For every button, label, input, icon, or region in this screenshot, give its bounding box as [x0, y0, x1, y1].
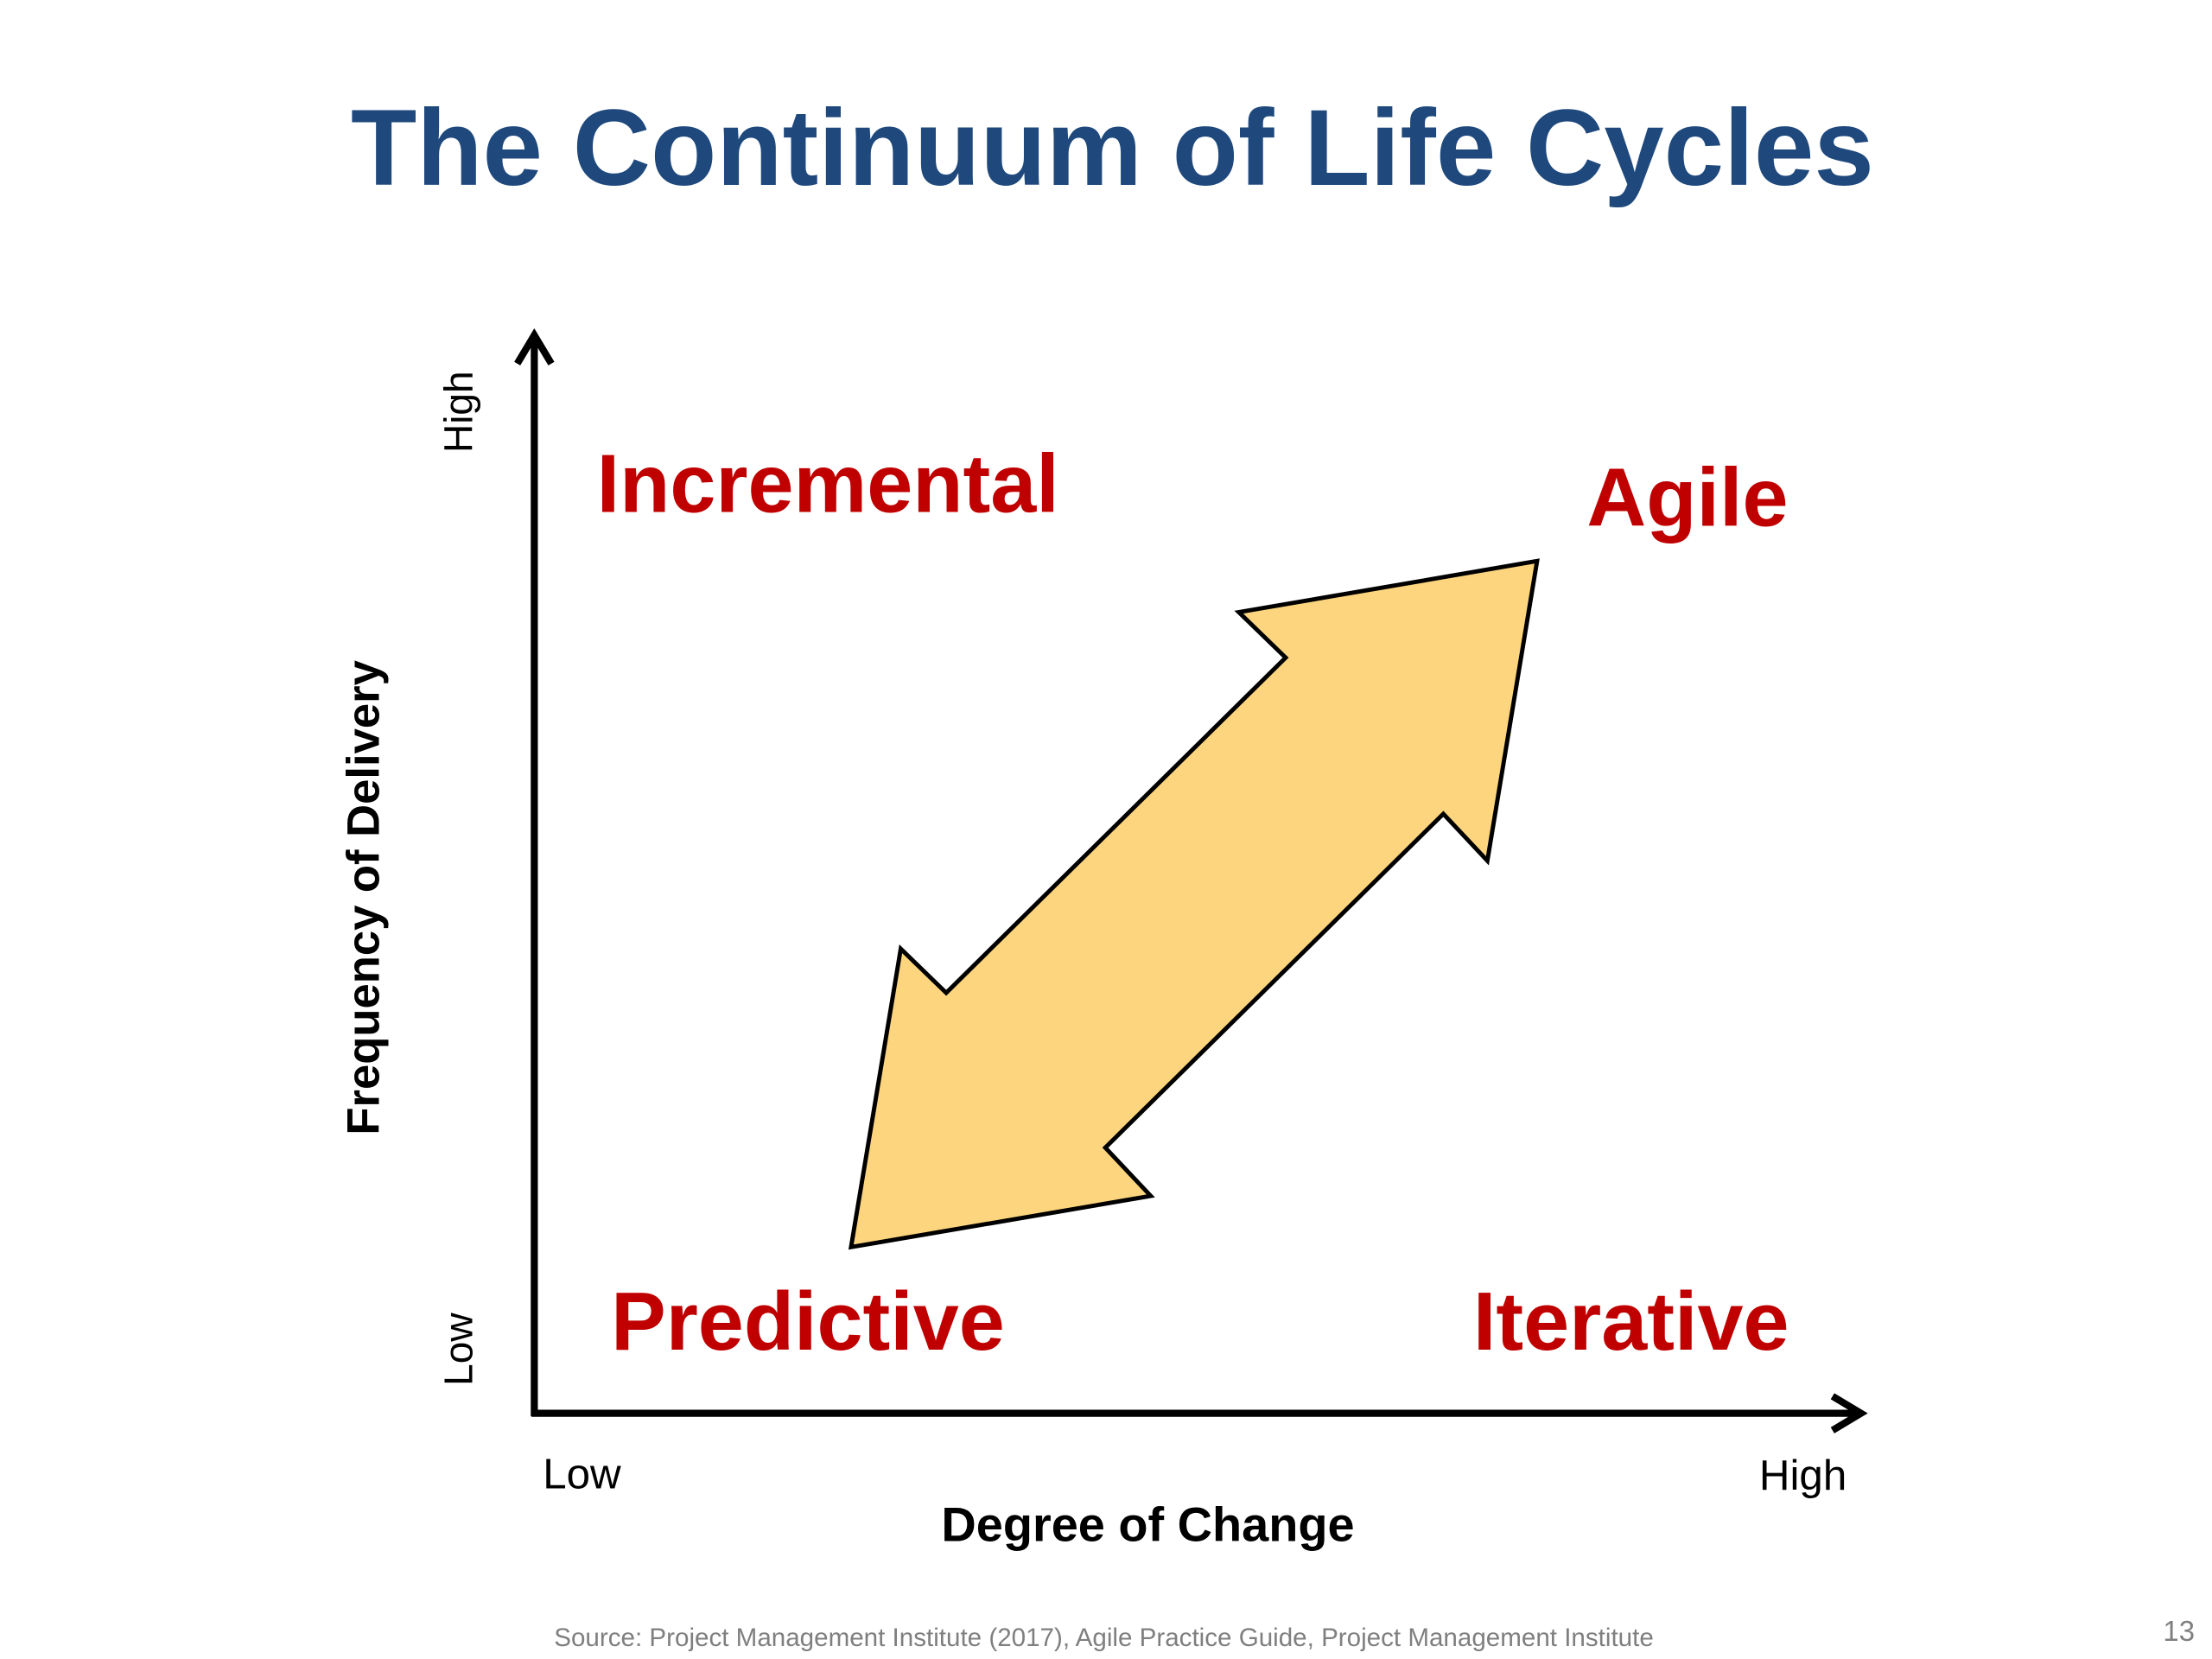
y-low-label: Low: [436, 1313, 481, 1386]
y-axis-arrow: [514, 327, 555, 365]
quadrant-label: Predictive: [611, 1276, 1005, 1368]
axes: [514, 327, 1868, 1433]
y-axis-label: Frequency of Delivery: [338, 660, 389, 1135]
x-high-label: High: [1759, 1452, 1847, 1499]
x-low-label: Low: [543, 1451, 621, 1498]
quadrant-label: Agile: [1586, 453, 1788, 544]
x-axis-label: Degree of Change: [941, 1497, 1354, 1552]
continuum-arrow: [848, 558, 1540, 1250]
quadrant-label: Incremental: [597, 438, 1059, 530]
title: The Continuum of Life Cycles: [351, 88, 1874, 208]
page-number: 13: [2163, 1615, 2195, 1647]
source-note: Source: Project Management Institute (20…: [554, 1624, 1654, 1652]
y-high-label: High: [436, 371, 481, 453]
x-axis-arrow: [1830, 1393, 1868, 1433]
quadrant-label: Iterative: [1473, 1276, 1789, 1368]
